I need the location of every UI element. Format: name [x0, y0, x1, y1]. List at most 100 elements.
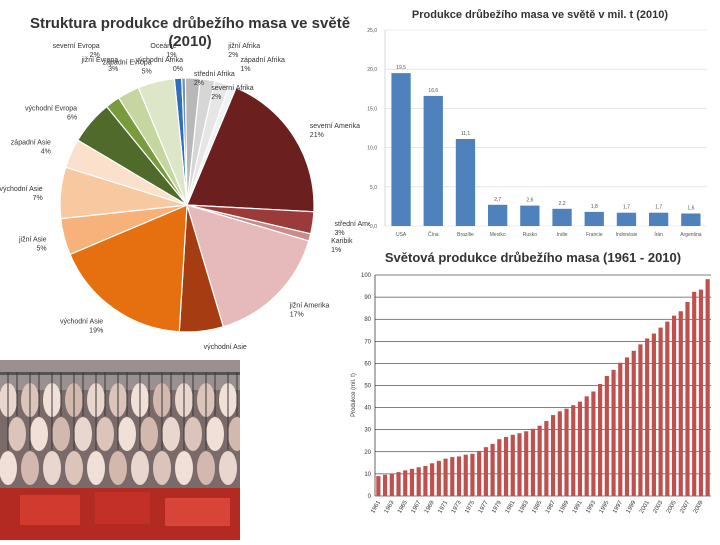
- year-bar: [698, 289, 704, 496]
- poultry-carcass: [8, 417, 26, 451]
- x-tick-label: Francie: [586, 232, 603, 238]
- poultry-carcass: [118, 417, 136, 451]
- year-bar: [396, 472, 401, 496]
- y-tick-label: 10: [364, 472, 371, 478]
- year-bar: [403, 470, 408, 496]
- country-bar: [488, 204, 508, 226]
- y-tick-label: 15,0: [367, 106, 377, 112]
- poultry-carcass: [197, 451, 215, 485]
- x-tick-label: 1975: [464, 499, 476, 514]
- x-tick-label: Indie: [557, 232, 568, 238]
- bar-value-label: 11,1: [461, 131, 471, 137]
- world-production-chart-panel: Světová produkce drůbežího masa (1961 - …: [345, 245, 720, 540]
- y-tick-label: 25,0: [367, 28, 377, 34]
- y-tick-label: 30: [364, 428, 371, 434]
- poultry-carcass: [162, 417, 180, 451]
- x-tick-label: Rusko: [523, 232, 537, 238]
- year-bar: [376, 476, 381, 496]
- year-bar: [618, 362, 623, 496]
- pie-slice-percent: 1%: [241, 66, 251, 73]
- year-bar: [450, 457, 455, 496]
- x-tick-label: 1973: [451, 499, 463, 514]
- world-production-title: Světová produkce drůbežího masa (1961 - …: [385, 250, 681, 265]
- pie-slice-percent: 6%: [67, 114, 77, 121]
- x-tick-label: 1983: [518, 499, 530, 514]
- year-bar: [611, 369, 616, 496]
- x-tick-label: 1965: [397, 499, 409, 514]
- year-bar: [651, 333, 656, 496]
- y-tick-label: 0: [368, 494, 372, 500]
- pie-slice-label: severní Evropa: [53, 43, 100, 50]
- bar-value-label: 16,6: [428, 88, 438, 94]
- pie-slice-label: západní Evropa: [103, 59, 152, 66]
- bar-value-label: 2,6: [526, 198, 533, 204]
- pie-slice-percent: 2%: [228, 52, 238, 59]
- y-tick-label: 20: [364, 450, 371, 456]
- pie-slice-label: střední Amerika: [335, 221, 371, 228]
- pie-slice-percent: 1%: [166, 52, 176, 59]
- poultry-carcass: [96, 417, 114, 451]
- bar-value-label: 2,2: [559, 201, 566, 207]
- pie-slice-percent: 17%: [290, 311, 304, 318]
- country-bar: [520, 205, 540, 226]
- pie-slice-label: Oceánie: [150, 43, 176, 50]
- y-tick-label: 40: [364, 406, 371, 412]
- x-tick-label: 1969: [424, 499, 436, 514]
- poultry-carcass: [131, 451, 149, 485]
- poultry-carcass: [87, 451, 105, 485]
- year-bar: [692, 291, 697, 496]
- year-bar: [604, 376, 609, 496]
- year-bar: [490, 443, 495, 496]
- year-bar: [571, 405, 576, 496]
- x-tick-label: 1985: [531, 499, 543, 514]
- year-bar: [598, 383, 603, 496]
- pie-slice-percent: 1%: [331, 247, 341, 254]
- pie-slice: [186, 87, 315, 213]
- bar-value-label: 1,6: [687, 206, 694, 212]
- y-tick-label: 20,0: [367, 67, 377, 73]
- pie-slice-label: severní Afrika: [211, 85, 254, 92]
- pie-slice-label: jižní Evropa: [81, 57, 119, 64]
- year-bar: [658, 327, 663, 496]
- year-bar: [409, 468, 415, 496]
- poultry-carcass: [153, 451, 171, 485]
- x-tick-label: 2005: [666, 499, 678, 514]
- country-bar: [455, 139, 476, 226]
- year-bar: [436, 460, 441, 496]
- poultry-carcass: [140, 417, 158, 451]
- poultry-carcass: [206, 417, 224, 451]
- poultry-carcass: [184, 417, 202, 451]
- year-bar: [510, 434, 515, 496]
- x-tick-label: 2001: [639, 499, 651, 514]
- pie-slice-percent: 2%: [194, 80, 204, 87]
- y-tick-label: 10,0: [367, 146, 377, 152]
- pie-slice-label: východní Afrika: [136, 57, 184, 64]
- x-tick-label: 1991: [572, 499, 584, 514]
- x-tick-label: 1981: [505, 499, 517, 514]
- year-bar: [470, 453, 475, 496]
- x-tick-label: Brazílie: [457, 232, 474, 238]
- bar-value-label: 19,5: [396, 65, 406, 71]
- poultry-carcass: [74, 417, 92, 451]
- y-tick-label: 5,0: [370, 185, 377, 191]
- pie-slice-label: východní Evropa: [25, 105, 77, 112]
- pie-slice-label: východní Asie: [204, 344, 247, 350]
- year-bar: [537, 425, 542, 496]
- poultry-carcass: [219, 451, 237, 485]
- poultry-carcass: [228, 417, 240, 451]
- country-bar: [423, 95, 443, 227]
- year-bar: [591, 391, 596, 496]
- pie-slice-percent: 4%: [41, 148, 51, 155]
- world-production-ylabel: Produkce (mil. t): [351, 373, 357, 417]
- year-bar: [524, 431, 529, 496]
- pie-slice-percent: 2%: [90, 52, 100, 59]
- x-tick-label: Čína: [428, 231, 439, 238]
- poultry-carcass: [21, 451, 39, 485]
- year-bar: [577, 401, 583, 496]
- pie-slice-label: Karibik: [331, 238, 353, 245]
- pie-title: Struktura produkce drůbežího masa ve svě…: [30, 15, 350, 32]
- poultry-carcass: [175, 451, 193, 485]
- year-bar: [423, 465, 428, 496]
- bar-value-label: 2,7: [494, 197, 501, 203]
- country-bar: [616, 212, 637, 226]
